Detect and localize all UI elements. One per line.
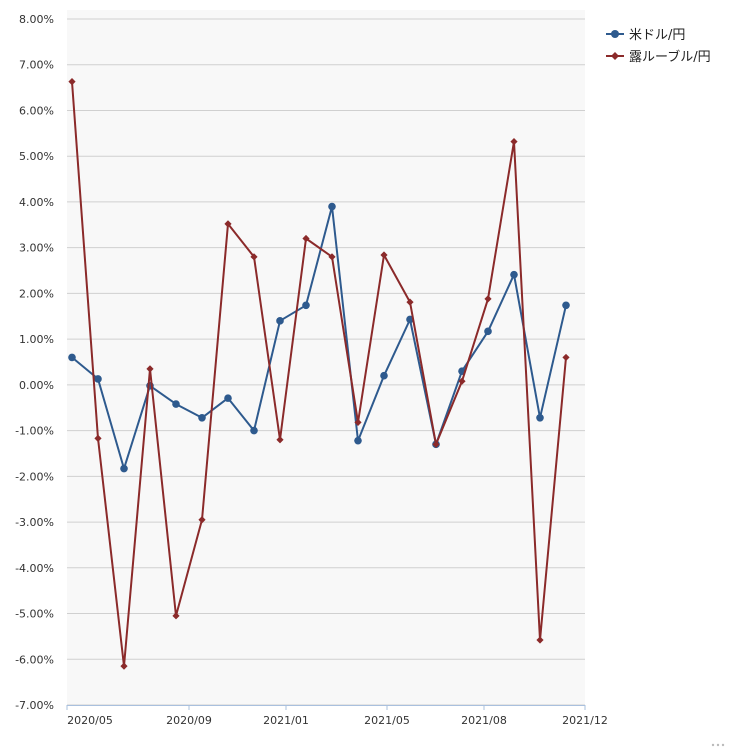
legend-label: 米ドル/円 xyxy=(629,28,685,43)
data-point[interactable] xyxy=(198,413,206,422)
plot-background xyxy=(67,10,585,705)
corner-dot xyxy=(721,743,725,747)
x-tick-label: 2020/05 xyxy=(67,714,113,727)
data-point[interactable] xyxy=(562,301,570,310)
y-tick-label: 2.00% xyxy=(19,287,54,300)
y-tick-label: -6.00% xyxy=(15,653,54,666)
data-point[interactable] xyxy=(354,418,362,426)
data-point[interactable] xyxy=(276,317,284,325)
corner-dot xyxy=(716,743,720,747)
series-2 xyxy=(68,78,570,670)
data-point[interactable] xyxy=(432,440,440,448)
data-point[interactable] xyxy=(302,301,310,310)
data-point[interactable] xyxy=(146,365,154,373)
data-point[interactable] xyxy=(172,400,180,408)
data-point[interactable] xyxy=(94,375,102,383)
y-tick-label: -2.00% xyxy=(15,470,54,483)
legend-marker xyxy=(611,30,619,38)
data-point[interactable] xyxy=(328,202,336,211)
data-point[interactable] xyxy=(484,295,492,303)
data-point[interactable] xyxy=(458,377,466,385)
y-tick-label: 0.00% xyxy=(19,379,54,392)
data-point[interactable] xyxy=(562,353,570,362)
data-point[interactable] xyxy=(510,137,518,146)
x-tick-label: 2021/01 xyxy=(263,714,309,727)
legend-label: 露ルーブル/円 xyxy=(629,49,711,65)
y-tick-label: 8.00% xyxy=(19,13,54,26)
legend-item[interactable]: 露ルーブル/円 xyxy=(606,49,711,65)
data-point[interactable] xyxy=(406,298,414,306)
y-tick-label: 3.00% xyxy=(19,242,54,255)
y-tick-label: 7.00% xyxy=(19,59,54,72)
y-axis-ticks: 8.00% 7.00% 6.00% 5.00% 4.00% 3.00% 2.00% 1.00%… xyxy=(15,13,54,712)
y-tick-label: -4.00% xyxy=(15,562,54,575)
legend-marker xyxy=(611,52,619,60)
data-point[interactable] xyxy=(536,636,544,644)
data-point[interactable] xyxy=(250,426,258,435)
series-layer xyxy=(68,78,570,670)
data-point[interactable] xyxy=(68,78,76,86)
y-tick-label: 4.00% xyxy=(19,196,54,209)
y-tick-label: 1.00% xyxy=(19,333,54,346)
x-tick-label: 2021/08 xyxy=(461,714,507,727)
data-point[interactable] xyxy=(380,371,388,380)
y-tick-label: -1.00% xyxy=(15,425,54,438)
x-tick-label: 2021/12 xyxy=(562,714,608,727)
data-point[interactable] xyxy=(224,394,232,402)
data-point[interactable] xyxy=(302,234,310,243)
data-point[interactable] xyxy=(536,413,544,422)
data-point[interactable] xyxy=(380,251,388,259)
data-point[interactable] xyxy=(94,434,102,442)
corner-dot xyxy=(711,743,715,747)
legend-item[interactable]: 米ドル/円 xyxy=(606,28,685,43)
data-point[interactable] xyxy=(276,436,284,444)
x-tick-label: 2020/09 xyxy=(166,714,212,727)
data-point[interactable] xyxy=(354,436,362,445)
y-tick-label: 5.00% xyxy=(19,150,54,163)
data-point[interactable] xyxy=(484,327,492,336)
data-point[interactable] xyxy=(68,353,76,362)
x-axis: 2020/05 2020/09 2021/01 2021/05 2021/08 2021/… xyxy=(66,705,608,727)
data-point[interactable] xyxy=(198,516,206,524)
data-point[interactable] xyxy=(120,662,128,670)
y-tick-label: 6.00% xyxy=(19,104,54,117)
data-point[interactable] xyxy=(224,220,232,228)
data-point[interactable] xyxy=(328,253,336,261)
y-tick-label: -7.00% xyxy=(15,699,54,712)
series-line xyxy=(71,205,567,470)
grid-lines xyxy=(67,18,585,706)
data-point[interactable] xyxy=(510,270,518,279)
series-line xyxy=(71,81,567,668)
y-tick-label: -3.00% xyxy=(15,516,54,529)
data-point[interactable] xyxy=(250,253,258,261)
data-point[interactable] xyxy=(172,612,180,620)
y-tick-label: -5.00% xyxy=(15,608,54,621)
data-point[interactable] xyxy=(120,464,128,473)
x-tick-label: 2021/05 xyxy=(364,714,410,727)
